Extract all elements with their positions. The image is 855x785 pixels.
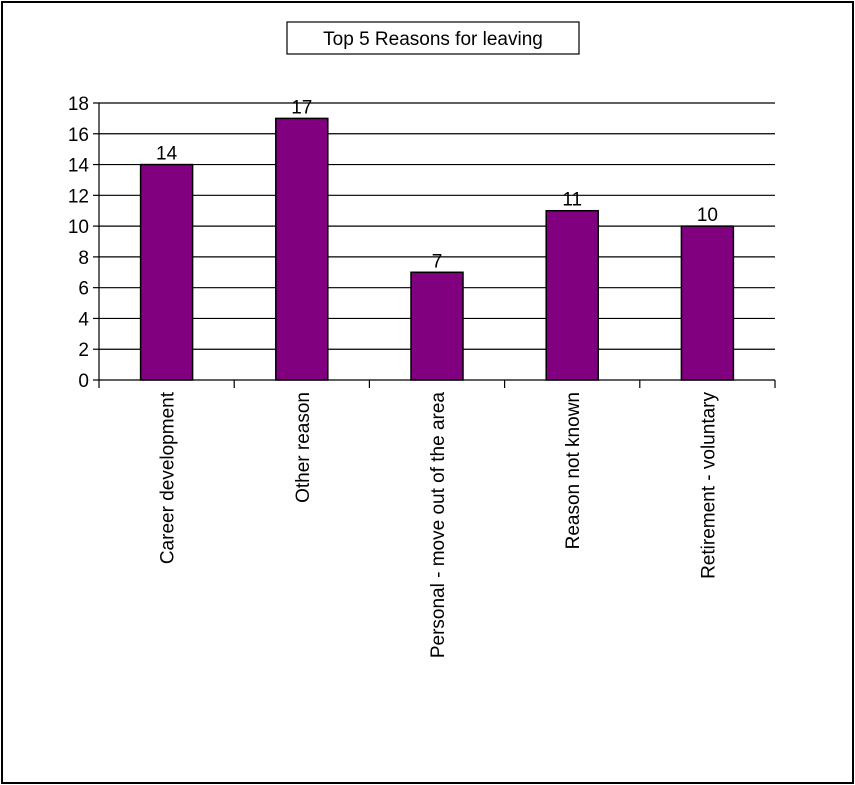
axes: [93, 102, 776, 388]
y-tick-label-6: 6: [78, 279, 89, 300]
data-label-2: 7: [432, 251, 443, 272]
bar-0: [139, 163, 194, 381]
data-label-3: 11: [562, 190, 582, 211]
x-tick-label-3: Reason not known: [563, 392, 584, 549]
y-tick-label-16: 16: [68, 125, 89, 146]
y-tick-label-12: 12: [68, 186, 89, 207]
chart-title: Top 5 Reasons for leaving: [323, 29, 543, 50]
data-label-0: 14: [156, 144, 178, 165]
bars: [139, 117, 735, 381]
bar-4: [680, 225, 735, 381]
data-label-1: 17: [291, 97, 312, 118]
chart-title-box: Top 5 Reasons for leaving: [286, 21, 580, 55]
y-tick-label-0: 0: [78, 371, 89, 392]
y-tick-label-2: 2: [78, 340, 89, 361]
y-tick-label-8: 8: [78, 248, 89, 269]
y-tick-label-10: 10: [68, 217, 89, 238]
bar-2: [410, 271, 464, 381]
x-tick-label-1: Other reason: [293, 392, 314, 503]
bar-1: [275, 117, 329, 381]
chart-title-border: [286, 21, 580, 55]
y-tick-label-18: 18: [68, 94, 89, 115]
y-tick-label-4: 4: [78, 309, 89, 330]
x-tick-label-4: Retirement - voluntary: [698, 392, 719, 579]
data-label-4: 10: [697, 205, 718, 226]
y-tick-label-14: 14: [68, 156, 90, 177]
bar-3: [545, 209, 599, 381]
x-tick-label-2: Personal - move out of the area: [428, 392, 449, 659]
labels: 0 2 4 6 8 10 12 14 16 18 14 17 7 11 10 Career developme…: [68, 94, 720, 658]
x-tick-label-0: Career development: [158, 391, 179, 564]
